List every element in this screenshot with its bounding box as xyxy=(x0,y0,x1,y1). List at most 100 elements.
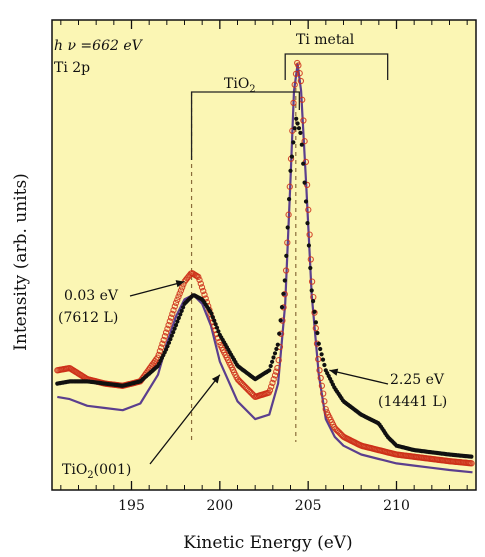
bracket-label-ti-metal: Ti metal xyxy=(296,32,355,48)
label-purple-sample: TiO2(001) xyxy=(62,462,131,481)
data-point xyxy=(209,311,214,316)
data-point xyxy=(272,351,278,356)
arrow-red-head xyxy=(175,280,185,288)
label-black-energy: 2.25 eV xyxy=(390,372,445,388)
plot-background xyxy=(52,20,476,490)
data-point xyxy=(306,231,313,238)
data-point xyxy=(195,273,202,281)
data-point xyxy=(320,390,327,397)
data-point xyxy=(294,116,299,121)
data-point xyxy=(275,342,280,347)
data-point xyxy=(176,290,183,297)
data-point xyxy=(300,117,307,124)
data-point xyxy=(165,344,170,349)
data-point xyxy=(170,307,177,314)
data-point xyxy=(167,314,175,321)
label-purple-subscript: 2 xyxy=(87,470,93,481)
data-point xyxy=(267,368,272,373)
arrow-purple-head xyxy=(211,374,220,384)
x-tick-label: 200 xyxy=(206,498,233,514)
plot-frame xyxy=(51,19,477,491)
data-point xyxy=(162,329,170,336)
data-point xyxy=(305,221,310,226)
data-point xyxy=(301,138,308,145)
label-red-dose: (7612 L) xyxy=(58,310,118,326)
data-point xyxy=(266,387,274,394)
data-point xyxy=(308,278,316,285)
x-axis-label: Kinetic Energy (eV) xyxy=(183,533,352,553)
data-point xyxy=(177,287,185,294)
data-point xyxy=(212,318,217,323)
x-axis-ticks: 195 200 205 210 xyxy=(60,20,468,514)
data-point xyxy=(201,291,208,298)
data-point xyxy=(169,333,174,338)
series-line xyxy=(57,63,473,474)
data-point xyxy=(166,318,173,325)
data-point xyxy=(468,460,475,467)
data-point xyxy=(306,243,311,248)
data-point xyxy=(298,130,303,135)
data-point xyxy=(297,77,305,85)
data-point xyxy=(156,347,164,355)
arrow-black-shaft xyxy=(329,369,389,385)
data-point xyxy=(291,140,296,145)
data-point xyxy=(270,359,275,364)
data-point xyxy=(282,267,290,274)
data-point xyxy=(200,287,207,295)
data-point xyxy=(311,299,316,304)
data-point xyxy=(268,383,275,390)
data-point xyxy=(176,315,181,321)
data-point xyxy=(281,291,286,296)
data-point xyxy=(172,326,177,331)
data-point xyxy=(279,305,285,310)
data-point xyxy=(288,168,293,173)
data-point xyxy=(271,372,279,379)
bracket-ti-metal xyxy=(284,53,389,80)
data-point xyxy=(315,330,320,336)
data-point xyxy=(274,364,281,372)
data-point xyxy=(273,368,280,375)
data-point xyxy=(168,337,173,342)
data-point xyxy=(287,197,292,202)
data-point xyxy=(164,325,171,332)
data-point xyxy=(271,355,276,360)
data-point xyxy=(295,121,300,126)
data-point xyxy=(282,278,287,283)
data-point xyxy=(292,70,300,78)
data-point xyxy=(292,126,297,131)
x-tick-label: 210 xyxy=(383,498,410,514)
data-point xyxy=(308,265,313,271)
data-point xyxy=(305,206,312,213)
data-point xyxy=(284,239,291,246)
data-point xyxy=(316,367,323,374)
data-point xyxy=(299,142,304,147)
label-red-energy: 0.03 eV xyxy=(64,288,119,304)
data-point xyxy=(302,180,307,185)
arrow-black-head xyxy=(329,368,339,376)
data-point xyxy=(214,325,220,330)
data-point xyxy=(303,199,309,204)
data-point xyxy=(301,161,306,166)
data-point xyxy=(312,309,317,314)
data-point xyxy=(161,333,169,340)
data-point xyxy=(276,343,284,351)
data-point xyxy=(274,346,279,352)
data-point xyxy=(175,293,182,300)
x-tick-label: 205 xyxy=(295,498,322,514)
photon-energy-label: h ν =662 eV xyxy=(54,38,144,54)
data-point xyxy=(289,154,294,159)
data-point xyxy=(179,308,184,313)
data-point xyxy=(285,225,290,230)
data-point xyxy=(277,331,282,336)
data-point xyxy=(173,323,179,328)
data-point xyxy=(316,341,321,346)
core-level-label: Ti 2p xyxy=(54,60,90,76)
label-purple-prefix: TiO xyxy=(62,462,87,478)
label-black-dose: (14441 L) xyxy=(378,394,447,410)
data-point xyxy=(321,398,328,405)
brackets xyxy=(190,53,389,160)
data-point xyxy=(312,325,319,332)
arrow-red-shaft xyxy=(129,280,185,297)
data-point xyxy=(210,315,215,320)
